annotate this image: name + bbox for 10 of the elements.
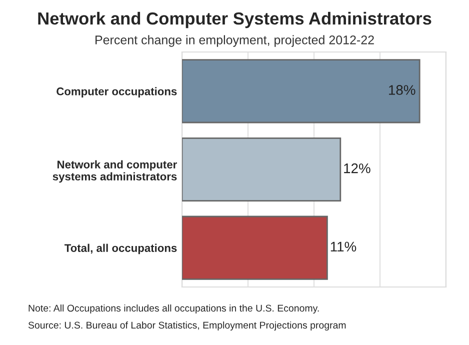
data-label: 12% [344,163,370,174]
text: Note: All Occupations includes all occupations in the U.S. Economy. [28,304,319,314]
data-label: 11% [330,242,356,252]
y-tick-label: Network and computer systems administrators [52,160,177,183]
data-label: 18% [389,85,416,95]
y-tick-label: Total, all occupations [64,244,177,254]
y-tick-label: Computer occupations [56,87,177,98]
chart-subtitle: Percent change in employment, projected 2012-22 [96,35,374,47]
chart-title: Network and Computer Systems Administrators [38,12,432,28]
source-note: Source: U.S. Bureau of Labor Statistics, Employment Projections program [28,321,346,331]
